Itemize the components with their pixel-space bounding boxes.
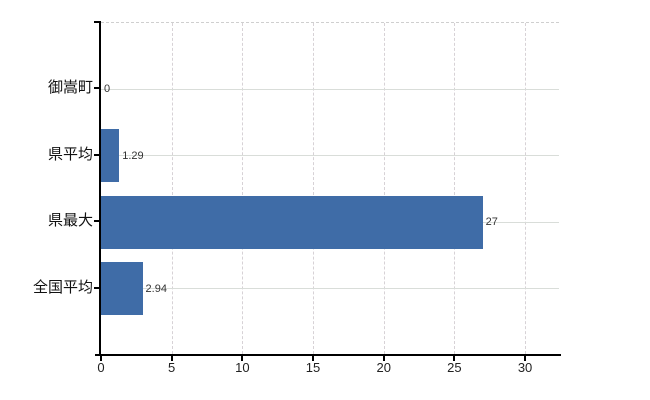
x-axis-tick-mark: [382, 354, 385, 361]
bar-value-label: 1.29: [122, 149, 144, 162]
x-axis-tick-label: 20: [376, 360, 391, 375]
gridline-vertical: [171, 23, 173, 354]
x-axis-tick-label: 30: [517, 360, 533, 375]
bar: [101, 129, 120, 183]
bar-value-label: 0: [104, 83, 111, 96]
x-axis-tick-mark: [453, 354, 456, 361]
category-label: 県最大: [47, 212, 93, 230]
x-axis-line: [95, 354, 561, 356]
x-axis-tick-mark: [241, 354, 244, 361]
gridline-horizontal: [101, 155, 559, 157]
gridline-horizontal: [101, 88, 559, 90]
y-axis-tick-mark: [94, 220, 101, 223]
gridline-vertical: [242, 23, 244, 354]
plot-area: 0 1.29 27 2.94: [101, 22, 559, 354]
bar: [101, 262, 143, 316]
x-axis-tick-label: 10: [235, 360, 250, 375]
x-axis-tick-mark: [170, 354, 173, 361]
gridline-vertical: [313, 23, 315, 354]
x-axis-tick-label: 15: [305, 360, 321, 375]
y-axis-tick-mark: [94, 21, 101, 23]
gridline-vertical: [525, 23, 527, 354]
category-label: 県平均: [47, 145, 93, 163]
y-axis-tick-mark: [94, 153, 101, 156]
bar: [101, 195, 483, 249]
x-axis-tick-mark: [100, 354, 102, 361]
gridline-vertical: [454, 23, 456, 354]
category-label: 全国平均: [32, 278, 93, 296]
gridline-horizontal: [101, 288, 559, 290]
y-axis-tick-mark: [94, 87, 101, 90]
x-axis-tick-label: 0: [97, 360, 105, 375]
y-axis-line: [99, 22, 101, 354]
category-label: 御嵩町: [47, 79, 93, 97]
x-axis-tick-label: 25: [447, 360, 462, 375]
x-axis-tick-mark: [524, 354, 527, 361]
x-axis-tick-mark: [312, 354, 315, 361]
bar-value-label: 27: [485, 216, 498, 229]
x-axis-tick-label: 5: [168, 360, 176, 375]
bar-value-label: 2.94: [145, 282, 167, 295]
y-axis-tick-mark: [94, 286, 101, 289]
gridline-vertical: [383, 23, 385, 354]
